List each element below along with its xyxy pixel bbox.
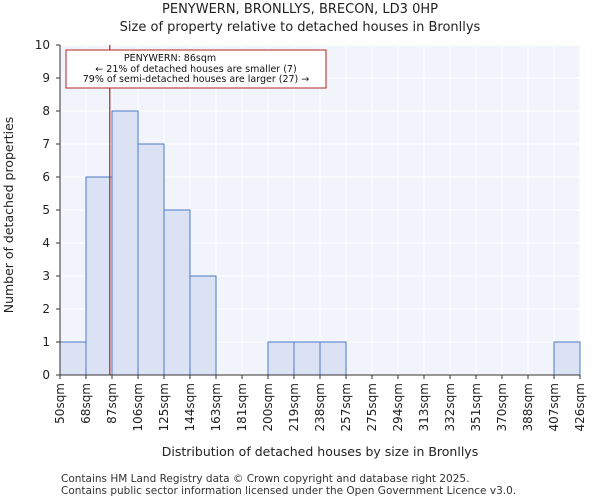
x-axis-label: Distribution of detached houses by size …	[162, 444, 478, 459]
x-tick-label: 370sqm	[495, 383, 509, 431]
bars	[59, 110, 581, 376]
bar-144sqm	[189, 275, 217, 376]
x-tick-labels: 50sqm 68sqm 87sqm 106sqm 125sqm 144sqm 163sqm 1…	[53, 383, 587, 431]
y-tick-labels: 0 1 2 3 4 5 6 7 8 9 10	[35, 38, 50, 382]
bar-219sqm	[293, 341, 321, 376]
y-axis-label: Number of detached properties	[1, 117, 16, 314]
bar-407sqm	[553, 341, 581, 376]
x-tick-label: 238sqm	[313, 383, 327, 431]
bar-50sqm	[59, 341, 87, 376]
bar-87sqm	[111, 110, 139, 376]
axes	[56, 44, 581, 379]
y-tick-label: 9	[42, 71, 50, 85]
bar-125sqm	[163, 209, 191, 376]
bar-68sqm	[85, 176, 113, 376]
y-tick-label: 0	[42, 368, 50, 382]
x-tick-label: 163sqm	[209, 383, 223, 431]
x-tick-label: 68sqm	[79, 383, 93, 424]
y-tick-label: 2	[42, 302, 50, 316]
x-tick-label: 106sqm	[131, 383, 145, 431]
annotation-title: PENYWERN: 86sqm	[124, 53, 216, 64]
y-tick-label: 5	[42, 203, 50, 217]
annotation-larger: 79% of semi-detached houses are larger (…	[83, 74, 310, 85]
y-tick-label: 10	[35, 38, 50, 52]
bar-106sqm	[137, 143, 165, 376]
x-tick-label: 87sqm	[105, 383, 119, 424]
y-tick-label: 1	[42, 335, 50, 349]
y-tick-label: 7	[42, 137, 50, 151]
x-tick-label: 313sqm	[417, 383, 431, 431]
x-tick-label: 50sqm	[53, 383, 67, 424]
chart-subtitle: Size of property relative to detached ho…	[119, 20, 481, 35]
x-tick-label: 275sqm	[365, 383, 379, 431]
x-tick-label: 426sqm	[573, 383, 587, 431]
annotation-box: PENYWERN: 86sqm ← 21% of detached houses…	[65, 49, 327, 89]
x-tick-label: 294sqm	[391, 383, 405, 431]
annotation-smaller: ← 21% of detached houses are smaller (7)	[95, 64, 296, 75]
y-tick-label: 4	[42, 236, 50, 250]
y-tick-label: 6	[42, 170, 50, 184]
x-tick-label: 388sqm	[521, 383, 535, 431]
x-tick-label: 257sqm	[339, 383, 353, 431]
x-tick-label: 181sqm	[235, 383, 249, 431]
x-tick-label: 332sqm	[443, 383, 457, 431]
annotation-frame	[65, 49, 327, 89]
x-tick-label: 144sqm	[183, 383, 197, 431]
bar-200sqm	[267, 341, 295, 376]
x-tick-label: 219sqm	[287, 383, 301, 431]
x-tick-label: 351sqm	[469, 383, 483, 431]
footer-licence: Contains public sector information licen…	[61, 485, 517, 497]
x-tick-label: 125sqm	[157, 383, 171, 431]
bar-238sqm	[319, 341, 347, 376]
y-tick-label: 3	[42, 269, 50, 283]
chart-title: PENYWERN, BRONLLYS, BRECON, LD3 0HP	[162, 2, 438, 17]
footer-copyright: Contains HM Land Registry data © Crown c…	[61, 473, 470, 485]
x-tick-label: 200sqm	[261, 383, 275, 431]
y-tick-label: 8	[42, 104, 50, 118]
x-tick-label: 407sqm	[547, 383, 561, 431]
